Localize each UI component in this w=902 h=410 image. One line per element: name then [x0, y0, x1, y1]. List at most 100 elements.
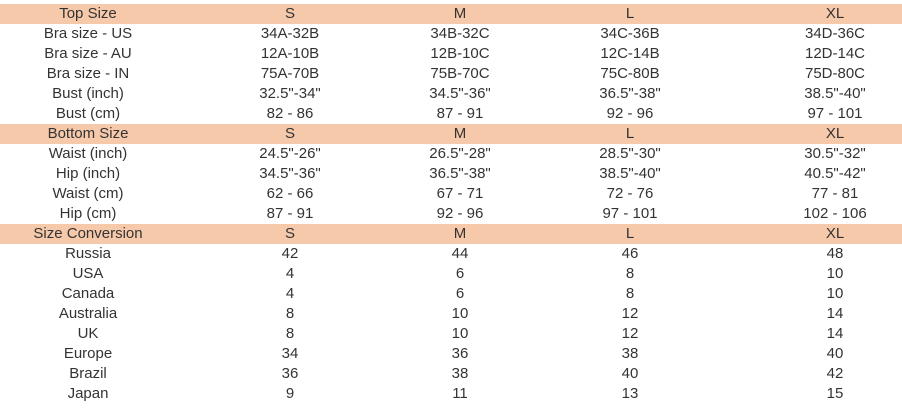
row-label: Europe: [63, 345, 113, 362]
row-label: Bust (cm): [55, 105, 121, 122]
size-value: 8: [625, 265, 635, 282]
size-column-header: XL: [825, 5, 845, 22]
size-value: 12A-10B: [260, 45, 320, 62]
table-row: Japan 9 11 13 15: [0, 384, 902, 404]
size-value: 38.5"-40": [599, 165, 661, 182]
size-value: 67 - 71: [436, 185, 484, 202]
size-column-header: M: [453, 125, 467, 142]
size-value: 28.5"-30": [599, 145, 661, 162]
row-label: Japan: [67, 385, 109, 402]
size-value: 36.5"-38": [429, 165, 491, 182]
size-value: 75A-70B: [260, 65, 320, 82]
size-value: 75D-80C: [804, 65, 866, 82]
size-value: 4: [285, 285, 295, 302]
size-column-header: L: [625, 125, 635, 142]
size-value: 11: [452, 385, 468, 402]
size-value: 38: [621, 345, 639, 362]
size-value: 46: [621, 245, 639, 262]
size-value: 15: [826, 385, 844, 402]
size-value: 92 - 96: [436, 205, 484, 222]
table-row: Bra size - AU 12A-10B 12B-10C 12C-14B 12D-14…: [0, 44, 902, 64]
row-label: Hip (inch): [55, 165, 121, 182]
size-value: 32.5"-34": [259, 85, 321, 102]
size-value: 87 - 91: [266, 205, 314, 222]
size-value: 24.5"-26": [259, 145, 321, 162]
size-value: 102 - 106: [803, 205, 867, 222]
size-value: 34.5"-36": [429, 85, 491, 102]
size-value: 36: [451, 345, 469, 362]
size-value: 48: [826, 245, 844, 262]
size-value: 6: [455, 265, 465, 282]
size-column-header: XL: [825, 225, 845, 242]
table-row: Europe 34 36 38 40: [0, 344, 902, 364]
row-label: Australia: [58, 305, 118, 322]
size-value: 75B-70C: [430, 65, 490, 82]
table-row: Bust (inch) 32.5"-34" 34.5"-36" 36.5"-38" 38…: [0, 84, 902, 104]
size-value: 44: [451, 245, 469, 262]
size-value: 92 - 96: [606, 105, 654, 122]
size-chart-table: Top Size S M L XL Bra size - US 34A-32B 34B-32C…: [0, 4, 902, 404]
size-value: 10: [451, 325, 469, 342]
table-row: Bra size - US 34A-32B 34B-32C 34C-36B 34D-36…: [0, 24, 902, 44]
size-column-header: M: [453, 5, 467, 22]
size-value: 8: [285, 305, 295, 322]
size-value: 12: [621, 325, 639, 342]
size-column-header: L: [625, 5, 635, 22]
size-value: 36: [281, 365, 299, 382]
size-value: 26.5"-28": [429, 145, 491, 162]
size-column-header: L: [625, 225, 635, 242]
size-value: 12B-10C: [430, 45, 490, 62]
section-title: Bottom Size: [47, 125, 129, 142]
size-value: 34A-32B: [260, 25, 320, 42]
size-value: 12C-14B: [600, 45, 660, 62]
table-row: Brazil 36 38 40 42: [0, 364, 902, 384]
size-value: 10: [826, 285, 844, 302]
section-header-row: Bottom Size S M L XL: [0, 124, 902, 144]
size-value: 40: [621, 365, 639, 382]
table-row: Canada 4 6 8 10: [0, 284, 902, 304]
table-row: Bust (cm) 82 - 86 87 - 91 92 - 96 97 - 101: [0, 104, 902, 124]
table-row: Bra size - IN 75A-70B 75B-70C 75C-80B 75D-80…: [0, 64, 902, 84]
table-row: Russia 42 44 46 48: [0, 244, 902, 264]
row-label: Hip (cm): [59, 205, 117, 222]
size-column-header: S: [284, 125, 295, 142]
size-column-header: S: [284, 5, 295, 22]
size-value: 75C-80B: [600, 65, 660, 82]
row-label: Bra size - AU: [44, 45, 132, 62]
row-label: Waist (cm): [52, 185, 124, 202]
size-value: 97 - 101: [807, 105, 863, 122]
size-value: 8: [285, 325, 295, 342]
size-value: 38.5"-40": [804, 85, 866, 102]
section-title: Top Size: [59, 5, 117, 22]
size-value: 12: [621, 305, 639, 322]
size-value: 8: [625, 285, 635, 302]
table-row: Hip (inch) 34.5"-36" 36.5"-38" 38.5"-40" 40.…: [0, 164, 902, 184]
row-label: Russia: [65, 245, 111, 262]
table-row: USA 4 6 8 10: [0, 264, 902, 284]
row-label: Bra size - IN: [46, 65, 130, 82]
size-column-header: M: [453, 225, 467, 242]
table-row: Waist (inch) 24.5"-26" 26.5"-28" 28.5"-30" 3…: [0, 144, 902, 164]
size-value: 82 - 86: [266, 105, 314, 122]
size-value: 42: [826, 365, 844, 382]
size-value: 40.5"-42": [804, 165, 866, 182]
section-header-row: Size Conversion S M L XL: [0, 224, 902, 244]
size-value: 34: [281, 345, 299, 362]
size-column-header: XL: [825, 125, 845, 142]
size-value: 77 - 81: [811, 185, 859, 202]
row-label: Bust (inch): [52, 85, 124, 102]
size-value: 4: [285, 265, 295, 282]
size-value: 38: [451, 365, 469, 382]
size-value: 14: [826, 305, 844, 322]
size-value: 87 - 91: [436, 105, 484, 122]
size-value: 62 - 66: [266, 185, 314, 202]
row-label: USA: [72, 265, 104, 282]
size-value: 14: [826, 325, 844, 342]
section-header-row: Top Size S M L XL: [0, 4, 902, 24]
size-value: 10: [826, 265, 844, 282]
size-value: 97 - 101: [602, 205, 658, 222]
row-label: Waist (inch): [48, 145, 128, 162]
table-row: Waist (cm) 62 - 66 67 - 71 72 - 76 77 - 81: [0, 184, 902, 204]
size-value: 10: [451, 305, 469, 322]
size-value: 34.5"-36": [259, 165, 321, 182]
